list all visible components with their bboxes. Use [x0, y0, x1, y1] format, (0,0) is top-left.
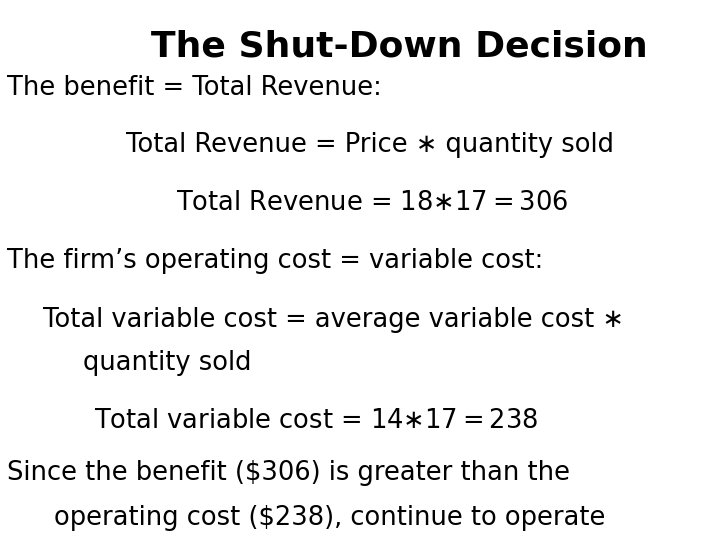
- Text: operating cost ($238), continue to operate: operating cost ($238), continue to opera…: [54, 505, 606, 531]
- Text: Total Revenue = $18 ∗ 17 = $306: Total Revenue = $18 ∗ 17 = $306: [176, 190, 569, 216]
- Text: The firm’s operating cost = variable cost:: The firm’s operating cost = variable cos…: [7, 248, 544, 274]
- Text: quantity sold: quantity sold: [83, 350, 251, 376]
- Text: Since the benefit ($306) is greater than the: Since the benefit ($306) is greater than…: [7, 460, 570, 486]
- Text: The Shut-Down Decision: The Shut-Down Decision: [151, 30, 648, 64]
- Text: The benefit = Total Revenue:: The benefit = Total Revenue:: [7, 75, 382, 100]
- Text: Total Revenue = Price ∗ quantity sold: Total Revenue = Price ∗ quantity sold: [126, 132, 614, 158]
- Text: Total variable cost = $14 ∗ 17 = $238: Total variable cost = $14 ∗ 17 = $238: [94, 408, 538, 434]
- Text: Total variable cost = average variable cost ∗: Total variable cost = average variable c…: [43, 307, 624, 333]
